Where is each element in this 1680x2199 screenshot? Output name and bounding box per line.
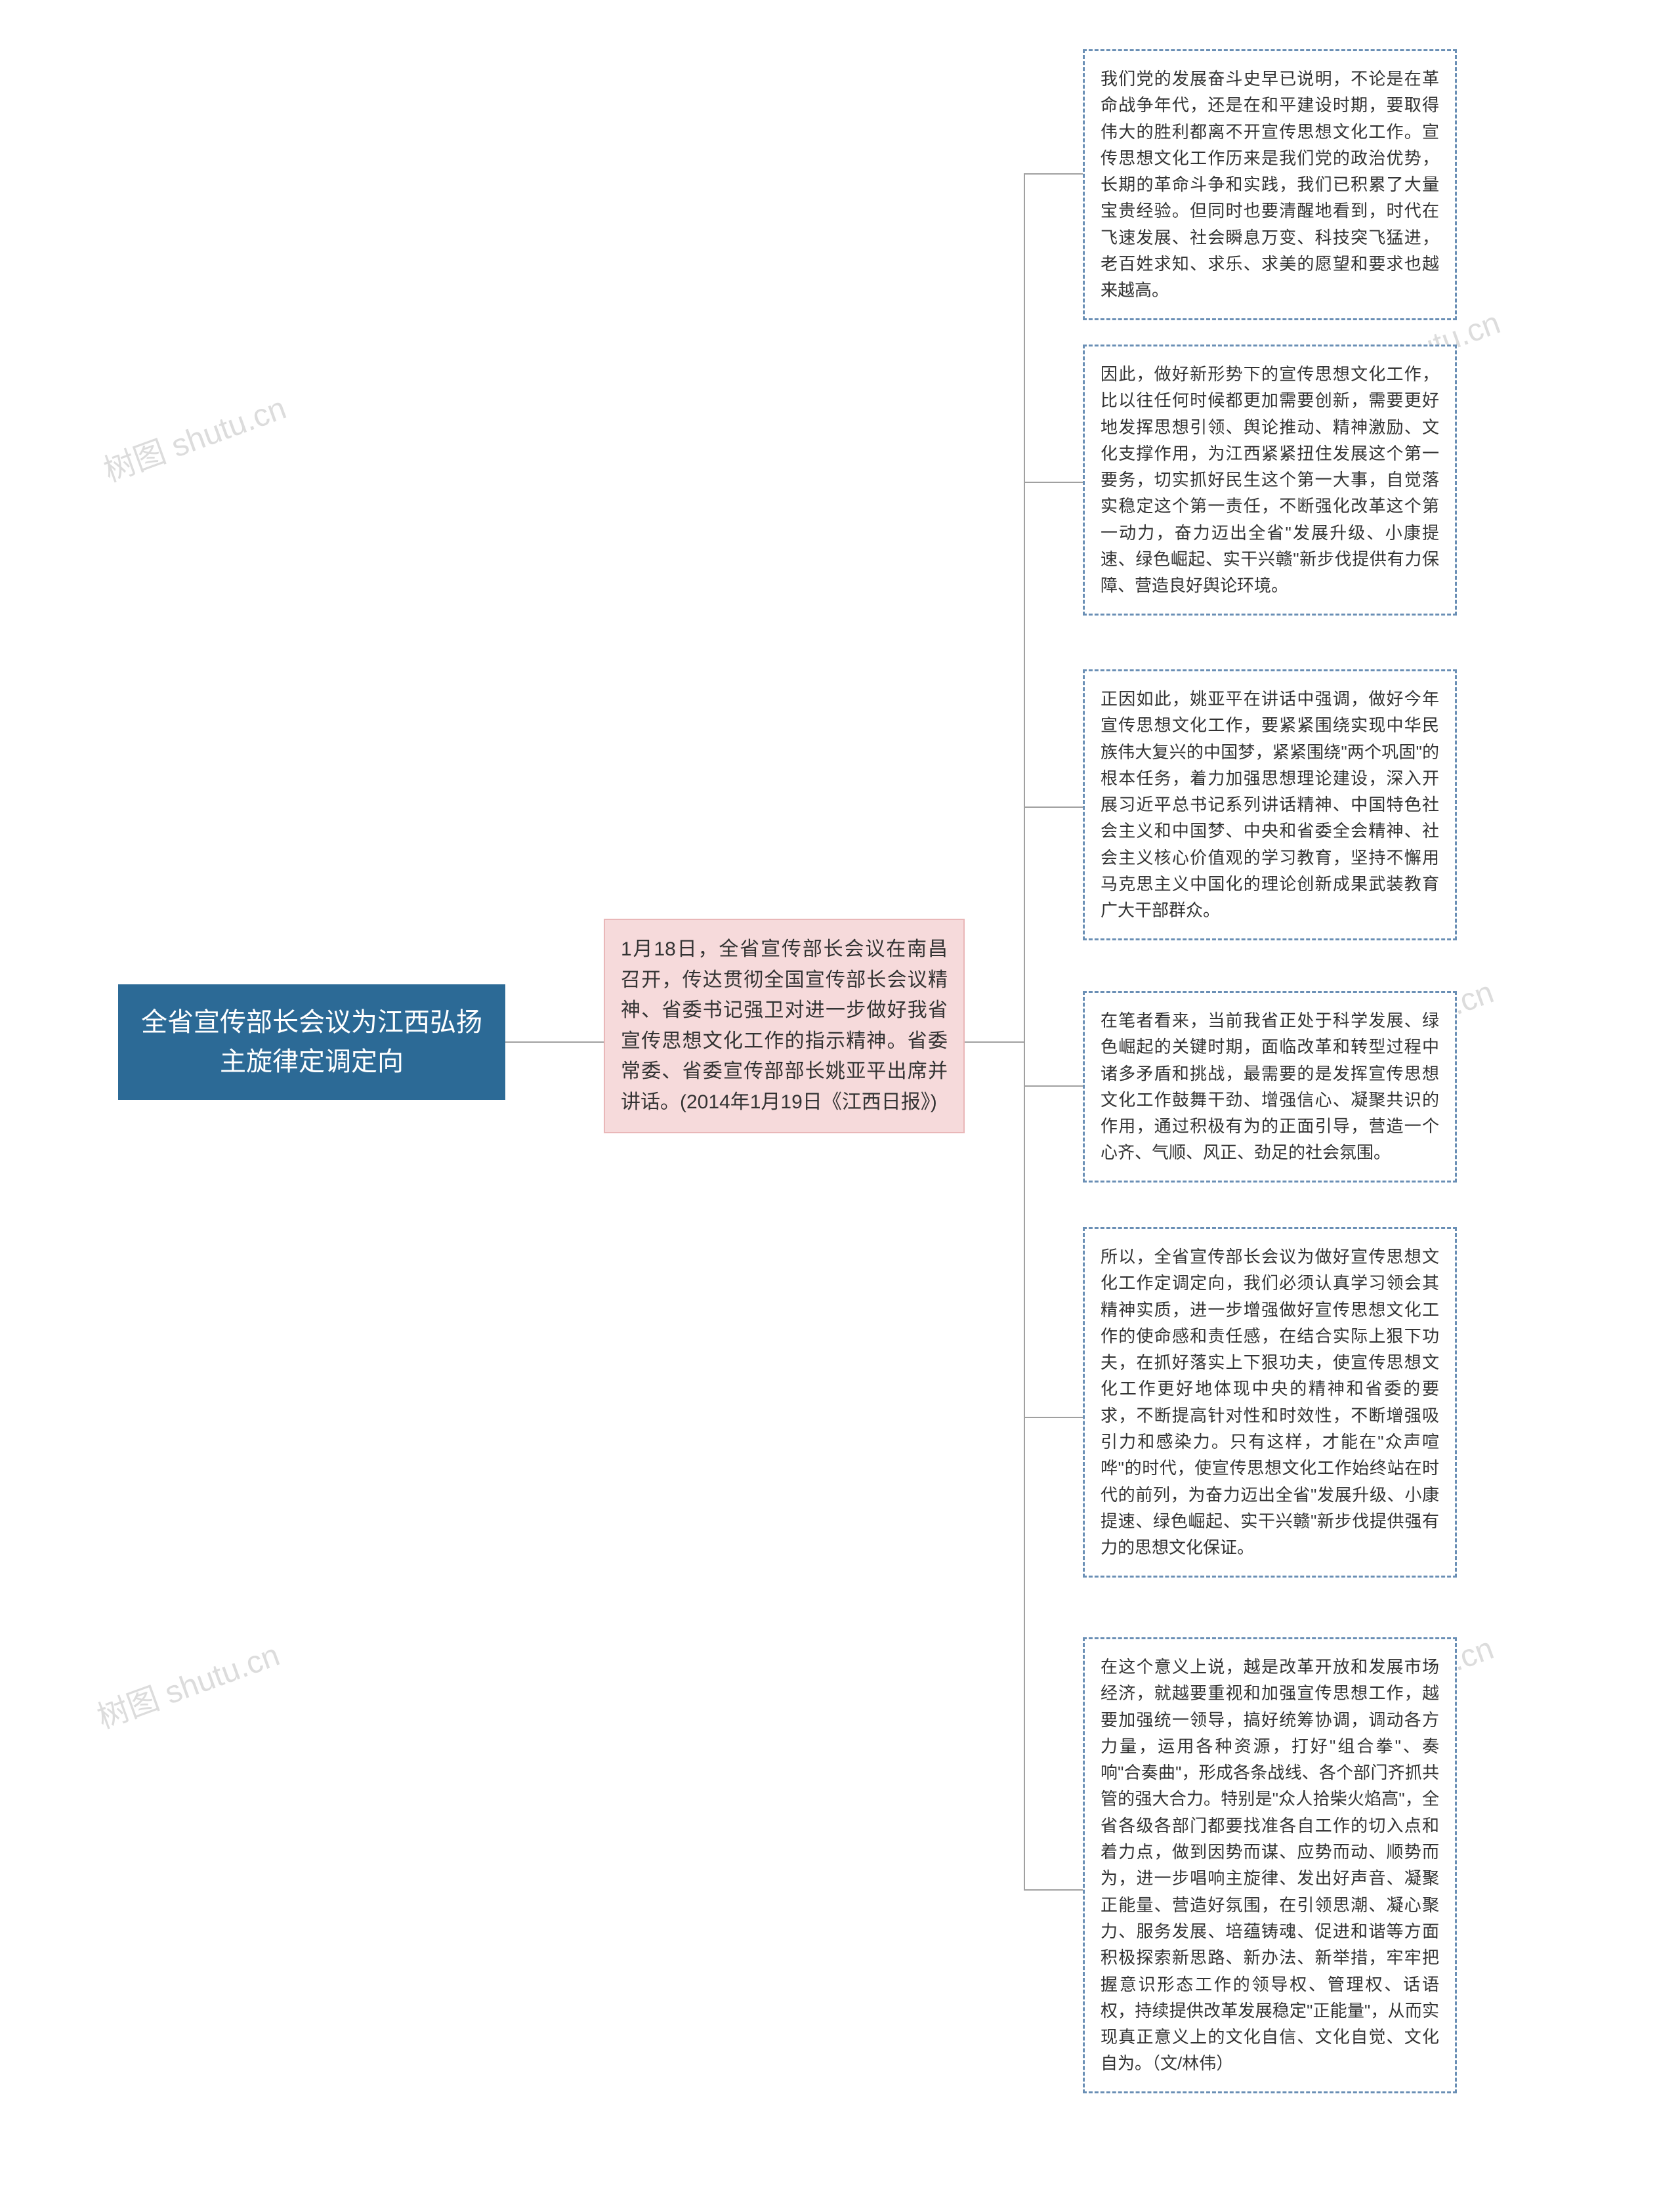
level2-node-text: 正因如此，姚亚平在讲话中强调，做好今年宣传思想文化工作，要紧紧围绕实现中华民族伟… [1101, 689, 1439, 920]
watermark: 树图 shutu.cn [90, 1629, 285, 1737]
level2-node-text: 因此，做好新形势下的宣传思想文化工作，比以往任何时候都更加需要创新，需要更好地发… [1101, 364, 1439, 595]
watermark: 树图 shutu.cn [96, 382, 291, 490]
connector [1024, 1889, 1083, 1891]
level1-node-text: 1月18日，全省宣传部长会议在南昌召开，传达贯彻全国宣传部长会议精神、省委书记强… [621, 938, 948, 1113]
mindmap-canvas: 树图 shutu.cn 树图 shutu.cn 树图 shutu.cn 树图 s… [0, 0, 1680, 2199]
connector [1024, 482, 1083, 483]
level2-node[interactable]: 在这个意义上说，越是改革开放和发展市场经济，就越要重视和加强宣传思想工作，越要加… [1083, 1637, 1457, 2093]
level2-node[interactable]: 因此，做好新形势下的宣传思想文化工作，比以往任何时候都更加需要创新，需要更好地发… [1083, 345, 1457, 616]
root-node-text: 全省宣传部长会议为江西弘扬主旋律定调定向 [141, 1008, 482, 1076]
connector [1024, 1085, 1083, 1087]
level1-node[interactable]: 1月18日，全省宣传部长会议在南昌召开，传达贯彻全国宣传部长会议精神、省委书记强… [604, 919, 965, 1133]
level2-node-text: 在笔者看来，当前我省正处于科学发展、绿色崛起的关键时期，面临改革和转型过程中诸多… [1101, 1011, 1439, 1162]
connector-bus [1024, 174, 1025, 1890]
connector [1024, 1417, 1083, 1418]
level2-node-text: 在这个意义上说，越是改革开放和发展市场经济，就越要重视和加强宣传思想工作，越要加… [1101, 1657, 1439, 2073]
level2-node-text: 我们党的发展奋斗史早已说明，不论是在革命战争年代，还是在和平建设时期，要取得伟大… [1101, 69, 1439, 300]
level2-node[interactable]: 正因如此，姚亚平在讲话中强调，做好今年宣传思想文化工作，要紧紧围绕实现中华民族伟… [1083, 669, 1457, 940]
connector [965, 1041, 1024, 1043]
level2-node[interactable]: 在笔者看来，当前我省正处于科学发展、绿色崛起的关键时期，面临改革和转型过程中诸多… [1083, 991, 1457, 1183]
connector [1024, 806, 1083, 808]
level2-node-text: 所以，全省宣传部长会议为做好宣传思想文化工作定调定向，我们必须认真学习领会其精神… [1101, 1247, 1439, 1557]
root-node[interactable]: 全省宣传部长会议为江西弘扬主旋律定调定向 [118, 984, 505, 1100]
connector [505, 1041, 604, 1043]
level2-node[interactable]: 我们党的发展奋斗史早已说明，不论是在革命战争年代，还是在和平建设时期，要取得伟大… [1083, 49, 1457, 320]
level2-node[interactable]: 所以，全省宣传部长会议为做好宣传思想文化工作定调定向，我们必须认真学习领会其精神… [1083, 1227, 1457, 1578]
connector [1024, 173, 1083, 175]
